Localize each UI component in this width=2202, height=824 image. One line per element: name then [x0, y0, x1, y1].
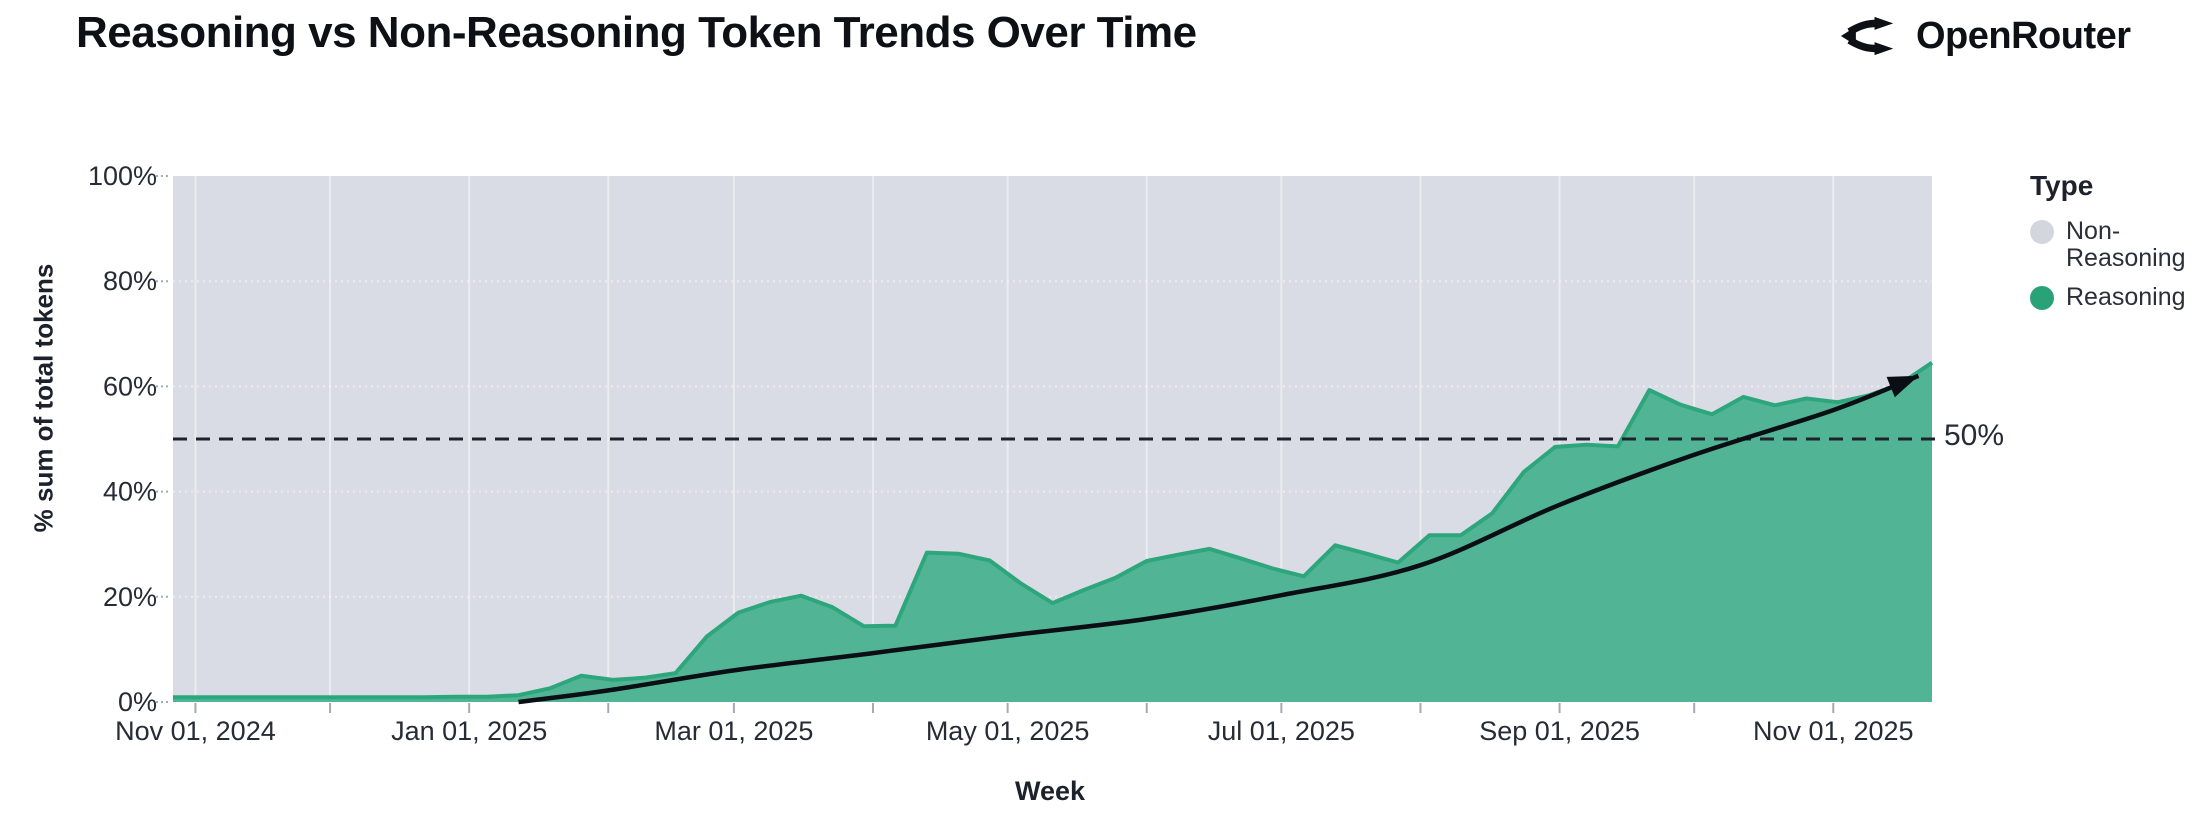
reasoning-swatch-icon — [2030, 286, 2054, 310]
brand-name: OpenRouter — [1916, 14, 2131, 57]
x-tick-label: Jul 01, 2025 — [1208, 716, 1355, 746]
y-tick-label: 80% — [103, 266, 157, 296]
x-tick-label: May 01, 2025 — [926, 716, 1090, 746]
fifty-percent-annotation: 50% — [1944, 419, 2005, 452]
y-tick-label: 60% — [103, 371, 157, 401]
x-tick-label: Jan 01, 2025 — [391, 716, 547, 746]
y-tick-label: 40% — [103, 477, 157, 507]
y-tick-label: 20% — [103, 582, 157, 612]
legend: Type Non-Reasoning Reasoning — [2030, 170, 2200, 323]
legend-item-non-reasoning: Non-Reasoning — [2030, 218, 2200, 272]
legend-item-reasoning: Reasoning — [2030, 284, 2200, 311]
trend-arrowhead-icon — [1886, 375, 1919, 398]
x-tick-label: Nov 01, 2024 — [115, 716, 276, 746]
legend-label: Reasoning — [2066, 283, 2186, 311]
y-axis-title: % sum of total tokens — [28, 263, 59, 533]
non-reasoning-swatch-icon — [2030, 220, 2054, 244]
chart-title: Reasoning vs Non-Reasoning Token Trends … — [76, 8, 1197, 57]
x-tick-label: Nov 01, 2025 — [1753, 716, 1914, 746]
x-axis-title: Week — [1014, 776, 1086, 806]
y-tick-label: 0% — [118, 687, 157, 717]
reasoning-area — [173, 362, 1932, 702]
x-tick-label: Mar 01, 2025 — [654, 716, 813, 746]
legend-title: Type — [2030, 170, 2094, 201]
x-tick-label: Sep 01, 2025 — [1479, 716, 1640, 746]
legend-label: Non-Reasoning — [2066, 217, 2186, 272]
reasoning-area-outline — [173, 361, 1934, 700]
y-tick-label: 100% — [88, 161, 157, 191]
trend-line — [518, 373, 1920, 705]
openrouter-logo: OpenRouter — [1840, 14, 2131, 58]
openrouter-logo-icon — [1840, 16, 1894, 56]
